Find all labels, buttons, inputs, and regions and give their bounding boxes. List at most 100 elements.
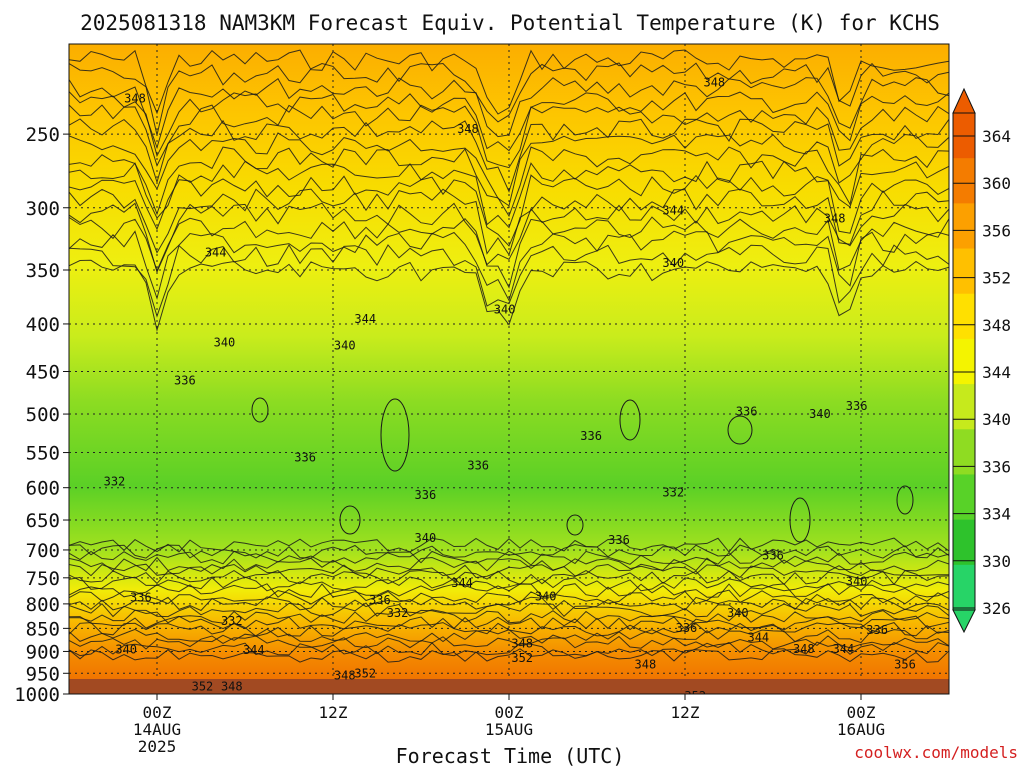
y-tick-label: 350 xyxy=(26,260,60,282)
isotherm-line xyxy=(69,91,949,158)
credit-text: coolwx.com/models xyxy=(854,743,1018,762)
isotherm-label: 340 xyxy=(415,531,437,545)
isotherm-label: 340 xyxy=(809,407,831,421)
isotherm-line xyxy=(69,160,949,229)
y-tick-label: 950 xyxy=(26,663,60,685)
colorbar: 364 360 356 352 348 344 340 336 334 330 326 xyxy=(952,87,1011,634)
isotherm-line xyxy=(69,230,949,302)
isotherm-label: 332 xyxy=(662,485,684,499)
colorbar-label: 344 xyxy=(982,363,1011,382)
isotherm-line xyxy=(69,576,949,592)
grid-lines xyxy=(69,44,949,694)
colorbar-segment xyxy=(953,158,975,204)
isotherm-label: 340 xyxy=(846,575,868,589)
isotherm-label: 340 xyxy=(662,256,684,270)
isotherm-label: 336 xyxy=(130,590,152,604)
isotherm-line xyxy=(69,596,949,612)
isotherm-line xyxy=(69,556,949,572)
x-tick-label: 00Z xyxy=(847,703,876,722)
isotherm-line xyxy=(69,615,949,631)
isotherm-label: 348 xyxy=(124,92,146,106)
colorbar-segment xyxy=(953,384,975,430)
isotherm-label: 340 xyxy=(214,336,236,350)
isotherm-line xyxy=(69,628,949,644)
isotherm-label: 336 xyxy=(736,405,758,419)
colorbar-top-arrow xyxy=(952,87,976,114)
colorbar-label: 360 xyxy=(982,174,1011,193)
y-tick-label: 700 xyxy=(26,540,60,562)
x-tick-label: 16AUG xyxy=(837,720,885,739)
x-tick-label: 00Z xyxy=(495,703,524,722)
isotherm-label: 344 xyxy=(205,245,227,259)
isotherm-line xyxy=(69,648,949,663)
isotherm-label: 348 xyxy=(703,75,725,89)
isotherm-label: 352 xyxy=(684,689,706,703)
colorbar-bottom-arrow xyxy=(952,609,976,634)
colorbar-label: 364 xyxy=(982,127,1011,146)
isotherm-labels: 3483483483483443443443403403403403363363… xyxy=(104,75,916,707)
y-tick-label: 450 xyxy=(26,362,60,384)
colorbar-label: 356 xyxy=(982,221,1011,240)
isotherm-label: 344 xyxy=(243,643,265,657)
isotherm-label: 348 xyxy=(334,668,356,682)
y-tick-label: 500 xyxy=(26,404,60,426)
x-tick-label: 00Z xyxy=(143,703,172,722)
isotherm-label: 352 xyxy=(511,651,533,665)
isotherm-label: 336 xyxy=(369,593,391,607)
isotherm-line xyxy=(69,641,949,657)
colorbar-label: 336 xyxy=(982,457,1011,476)
x-tick-label: 15AUG xyxy=(485,720,533,739)
colorbar-label: 352 xyxy=(982,269,1011,288)
isotherm-line xyxy=(69,550,949,566)
isotherm-label: 352 xyxy=(192,680,214,694)
isotherm-line xyxy=(69,202,949,274)
colorbar-segment xyxy=(953,474,975,521)
isotherm-label: 336 xyxy=(846,399,868,413)
colorbar-label: 348 xyxy=(982,316,1011,335)
isotherm-label: 332 xyxy=(104,475,126,489)
isotherm-line xyxy=(69,174,949,247)
isotherm-label: 336 xyxy=(676,621,698,635)
colorbar-label: 340 xyxy=(982,410,1011,429)
y-axis: 2503003504004505005506006507007508008509… xyxy=(14,124,69,706)
y-tick-label: 300 xyxy=(26,198,60,220)
y-tick-label: 1000 xyxy=(14,684,60,706)
x-tick-label: 12Z xyxy=(319,703,348,722)
isotherm-closed-contour xyxy=(619,399,641,441)
colorbar-label: 330 xyxy=(982,552,1011,571)
colorbar-segment xyxy=(953,429,975,475)
isotherm-label: 348 xyxy=(457,122,479,136)
x-tick-label: 14AUG xyxy=(133,720,181,739)
colorbar-frame xyxy=(952,112,976,611)
isotherm-label: 336 xyxy=(580,429,602,443)
x-tick-label: 2025 xyxy=(138,737,177,756)
isotherm-label: 340 xyxy=(494,303,516,317)
colorbar-segment xyxy=(953,293,975,340)
y-tick-label: 250 xyxy=(26,124,60,146)
y-tick-label: 600 xyxy=(26,478,60,500)
isotherm-line xyxy=(69,62,949,136)
colorbar-segment xyxy=(953,338,975,385)
x-axis-label: Forecast Time (UTC) xyxy=(396,744,625,768)
y-tick-label: 800 xyxy=(26,594,60,616)
ground-surface xyxy=(69,679,949,694)
isotherm-label: 336 xyxy=(415,488,437,502)
colorbar-label: 326 xyxy=(982,599,1011,618)
isotherm-label: 340 xyxy=(334,339,356,353)
isotherm-line xyxy=(69,146,949,218)
isotherm-line xyxy=(69,132,949,207)
isotherm-label: 356 xyxy=(624,693,646,707)
isotherm-label: 336 xyxy=(762,549,784,563)
isotherm-line xyxy=(69,104,949,169)
y-tick-label: 550 xyxy=(26,443,60,465)
y-tick-label: 650 xyxy=(26,510,60,532)
isotherm-line xyxy=(69,569,949,586)
isotherm-label: 336 xyxy=(294,451,316,465)
y-tick-label: 750 xyxy=(26,568,60,590)
isotherm-label: 332 xyxy=(387,606,409,620)
isotherm-label: 344 xyxy=(662,203,684,217)
y-tick-label: 900 xyxy=(26,641,60,663)
y-tick-label: 850 xyxy=(26,618,60,640)
chart-title: 2025081318 NAM3KM Forecast Equiv. Potent… xyxy=(80,11,940,35)
